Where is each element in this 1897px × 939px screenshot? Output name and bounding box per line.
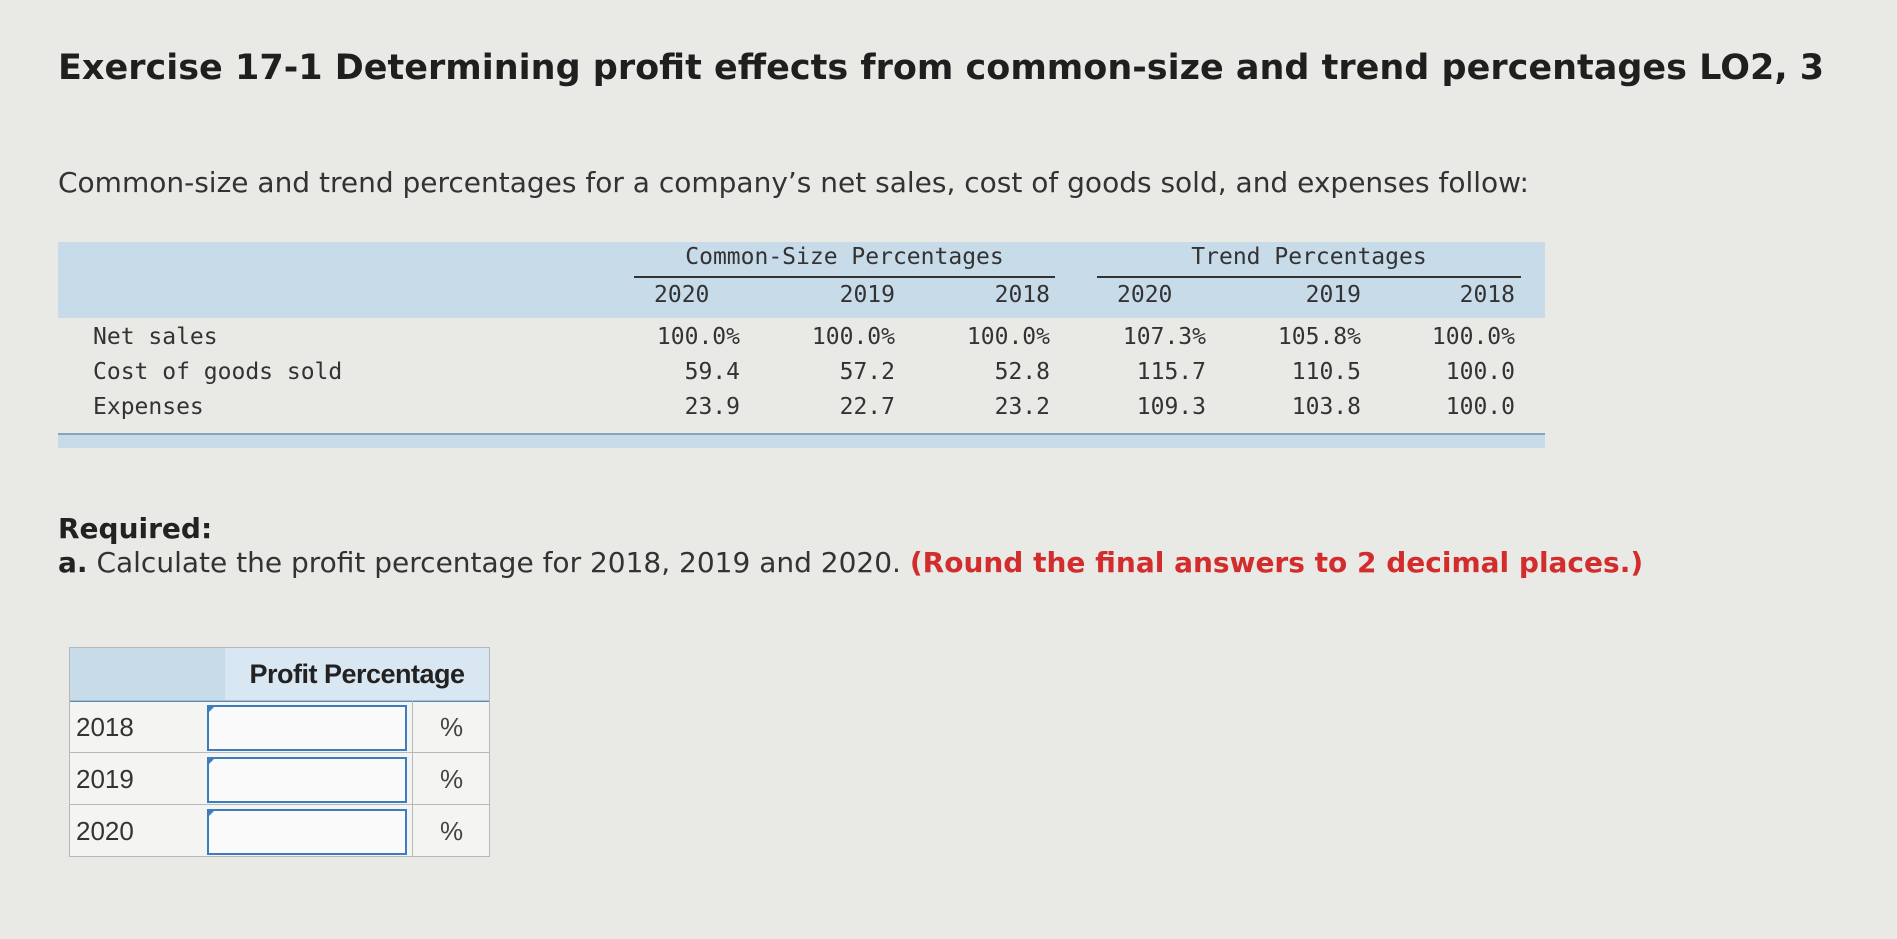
cell-value: 107.3%: [1122, 324, 1206, 350]
required-text: Calculate the profit percentage for 2018…: [96, 546, 901, 579]
answer-input[interactable]: [207, 705, 407, 751]
answer-year: 2019: [76, 764, 134, 794]
answer-unit: %: [412, 805, 490, 857]
group-title: Common-Size Percentages: [685, 244, 1004, 270]
header-band: [58, 242, 1545, 318]
group-underline: [634, 276, 1055, 278]
cell-value: 57.2: [839, 359, 895, 385]
year-header: 2020: [1117, 282, 1173, 308]
cell-value: 100.0: [1445, 394, 1515, 420]
answer-row: 2020%: [70, 804, 489, 857]
answer-unit: %: [412, 701, 490, 753]
year-header: 2019: [1305, 282, 1361, 308]
cell-value: 105.8%: [1277, 324, 1361, 350]
cell-value: 100.0%: [811, 324, 895, 350]
answer-input[interactable]: [207, 809, 407, 855]
year-header: 2018: [994, 282, 1050, 308]
answer-row: 2018%: [70, 700, 489, 753]
answer-year: 2020: [76, 816, 134, 846]
answer-input[interactable]: [207, 757, 407, 803]
answer-year: 2018: [76, 712, 134, 742]
answer-unit: %: [412, 753, 490, 805]
rounding-note: (Round the final answers to 2 decimal pl…: [909, 546, 1644, 579]
cell-value: 103.8: [1291, 394, 1361, 420]
cell-value: 110.5: [1291, 359, 1361, 385]
group-title: Trend Percentages: [1191, 244, 1427, 270]
answer-row: 2019%: [70, 752, 489, 805]
year-header: 2020: [654, 282, 710, 308]
cell-value: 115.7: [1136, 359, 1206, 385]
required-label: Required:: [58, 512, 213, 545]
cell-value: 23.9: [684, 394, 740, 420]
part-label: a.: [58, 546, 88, 579]
cell-value: 52.8: [994, 359, 1050, 385]
year-header: 2018: [1459, 282, 1515, 308]
cell-value: 100.0%: [1431, 324, 1515, 350]
cell-value: 100.0%: [656, 324, 740, 350]
answer-table: Profit Percentage 2018% 2019% 2020%: [69, 647, 490, 857]
intro-text: Common-size and trend percentages for a …: [58, 166, 1529, 199]
cell-value: 100.0%: [966, 324, 1050, 350]
row-label: Cost of goods sold: [93, 359, 343, 385]
answer-header: Profit Percentage: [70, 648, 489, 702]
required-line: a. Calculate the profit percentage for 2…: [58, 546, 1643, 579]
year-header: 2019: [839, 282, 895, 308]
row-label: Expenses: [93, 394, 204, 420]
cell-value: 109.3: [1136, 394, 1206, 420]
table-footer: [58, 433, 1545, 448]
cell-value: 100.0: [1445, 359, 1515, 385]
cell-value: 23.2: [994, 394, 1050, 420]
cell-value: 59.4: [684, 359, 740, 385]
group-underline: [1097, 276, 1521, 278]
answer-header-text: Profit Percentage: [225, 648, 489, 700]
row-label: Net sales: [93, 324, 218, 350]
cell-value: 22.7: [839, 394, 895, 420]
exercise-title: Exercise 17-1 Determining profit effects…: [58, 48, 1825, 88]
data-table: Common-Size Percentages 2020 2019 2018 Trend…: [58, 242, 1545, 448]
